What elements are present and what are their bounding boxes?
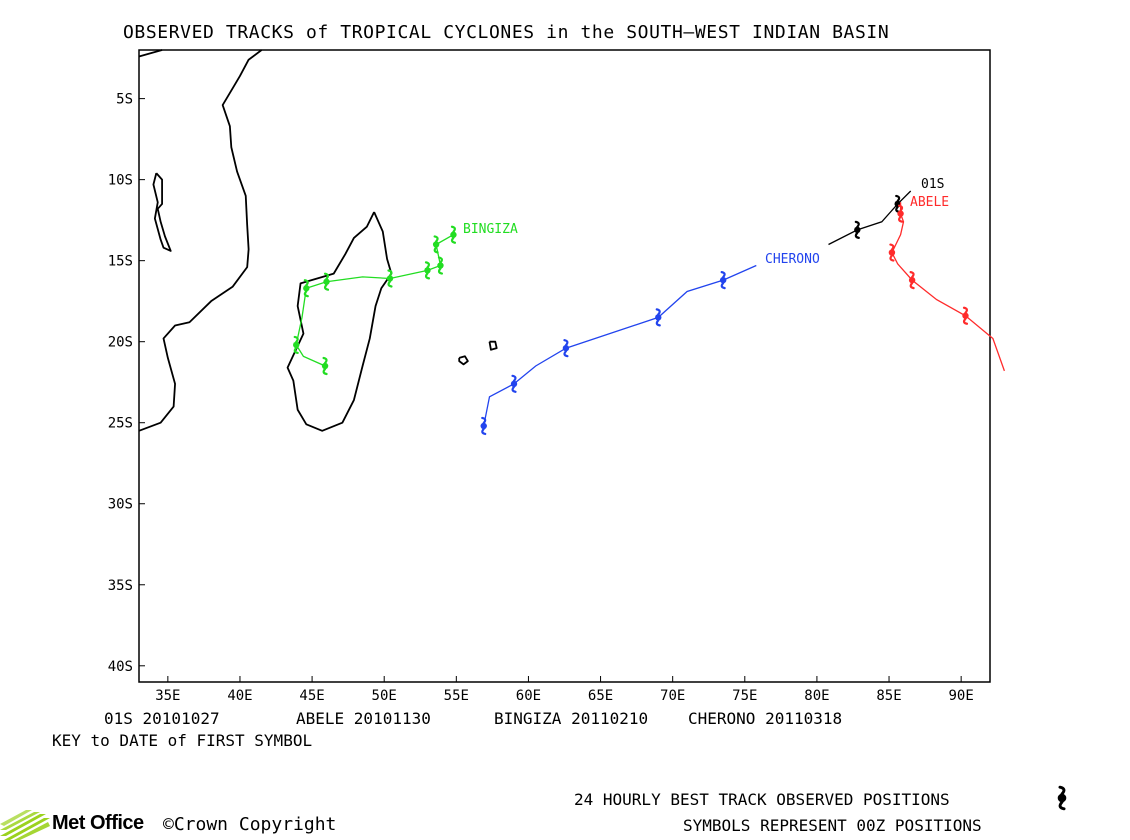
key-entry: BINGIZA 20110210 xyxy=(494,709,649,728)
lat-tick-label: 10S xyxy=(108,173,133,189)
cyclone-position-symbol xyxy=(321,356,329,376)
lon-tick-label: 90E xyxy=(949,688,974,704)
met-office-logo-icon xyxy=(0,810,50,840)
lat-tick-label: 25S xyxy=(108,416,133,432)
lon-tick-label: 80E xyxy=(804,688,829,704)
axis-labels: 5S 10S 15S 20S 25S 30S 35S 40S 35E 40E 45E 50E 55E 60… xyxy=(108,92,974,704)
cyclone-position-symbol xyxy=(424,261,431,280)
lon-tick-label: 85E xyxy=(876,688,901,704)
cyclone-position-symbol xyxy=(655,308,662,327)
cyclone-position-symbol xyxy=(888,243,896,262)
lat-tick-label: 35S xyxy=(108,578,133,594)
cyclone-position-symbol xyxy=(437,256,444,275)
reunion-island-outline xyxy=(458,355,469,366)
coastlines xyxy=(138,49,498,432)
track-line-cherono xyxy=(483,264,757,427)
storm-label-bingiza: BINGIZA xyxy=(463,222,518,237)
legend-cyclone-symbol xyxy=(1057,785,1067,811)
cyclone-position-symbol xyxy=(450,225,457,244)
map-frame xyxy=(138,49,991,683)
cyclone-position-symbol xyxy=(562,339,570,358)
key-entry: 01S 20101027 xyxy=(104,709,220,728)
lon-tick-label: 65E xyxy=(588,688,613,704)
storm-tracks: 01S ABELE BINGIZA CHERONO xyxy=(293,177,1006,436)
cyclone-position-symbol xyxy=(480,416,487,436)
lon-tick-label: 60E xyxy=(516,688,541,704)
key-entry: ABELE 20101130 xyxy=(296,709,431,728)
legend-line-2: SYMBOLS REPRESENT 00Z POSITIONS xyxy=(683,816,982,835)
lon-tick-label: 55E xyxy=(444,688,469,704)
cyclone-position-symbol xyxy=(293,335,300,355)
cyclone-position-symbol xyxy=(897,204,904,223)
lon-tick-label: 75E xyxy=(732,688,757,704)
key-note: KEY to DATE of FIRST SYMBOL xyxy=(52,731,313,750)
storm-abele: ABELE xyxy=(888,195,1006,372)
lon-tick-label: 35E xyxy=(155,688,180,704)
lat-tick-label: 15S xyxy=(108,254,133,270)
cyclone-position-symbol xyxy=(894,194,901,214)
storm-label-cherono: CHERONO xyxy=(765,252,820,267)
cyclone-position-symbol xyxy=(432,235,440,254)
cyclone-position-symbol xyxy=(719,271,727,290)
track-line-bingiza xyxy=(295,234,454,367)
storm-bingiza: BINGIZA xyxy=(293,222,518,376)
cyclone-position-symbol xyxy=(510,374,518,393)
africa-coastline xyxy=(138,49,263,432)
chart-title: OBSERVED TRACKS of TROPICAL CYCLONES in … xyxy=(123,22,890,43)
lake-malawi-outline xyxy=(152,172,172,252)
lat-tick-label: 5S xyxy=(116,92,133,108)
lon-tick-label: 70E xyxy=(660,688,685,704)
storm-cherono: CHERONO xyxy=(480,252,820,436)
lon-tick-label: 45E xyxy=(299,688,324,704)
lat-tick-label: 40S xyxy=(108,659,133,675)
lon-tick-label: 40E xyxy=(227,688,252,704)
key-entry: CHERONO 20110318 xyxy=(688,709,843,728)
storm-01s: 01S xyxy=(828,177,944,246)
storm-label-abele: ABELE xyxy=(910,195,949,210)
madagascar-coastline xyxy=(286,211,393,432)
cyclone-position-symbol xyxy=(962,306,969,325)
met-office-brand: Met Office xyxy=(52,812,144,834)
cyclone-position-symbol xyxy=(854,220,861,239)
map-border xyxy=(138,49,991,683)
mauritius-island-outline xyxy=(488,340,498,351)
lon-tick-label: 50E xyxy=(372,688,397,704)
track-line-01s xyxy=(828,190,912,246)
cyclone-position-symbol xyxy=(386,269,394,288)
copyright-notice: ©Crown Copyright xyxy=(163,814,337,835)
cyclone-position-symbol xyxy=(303,279,310,298)
track-line-abele xyxy=(891,202,1006,372)
lat-tick-label: 20S xyxy=(108,335,133,351)
cyclone-symbol-icon xyxy=(1057,785,1067,811)
storm-label-01s: 01S xyxy=(921,177,944,192)
cyclone-position-symbol xyxy=(908,271,916,290)
cyclone-position-symbol xyxy=(323,272,330,291)
africa-coastline-north xyxy=(138,49,163,58)
lat-tick-label: 30S xyxy=(108,497,133,513)
legend-line-1: 24 HOURLY BEST TRACK OBSERVED POSITIONS xyxy=(574,790,950,809)
